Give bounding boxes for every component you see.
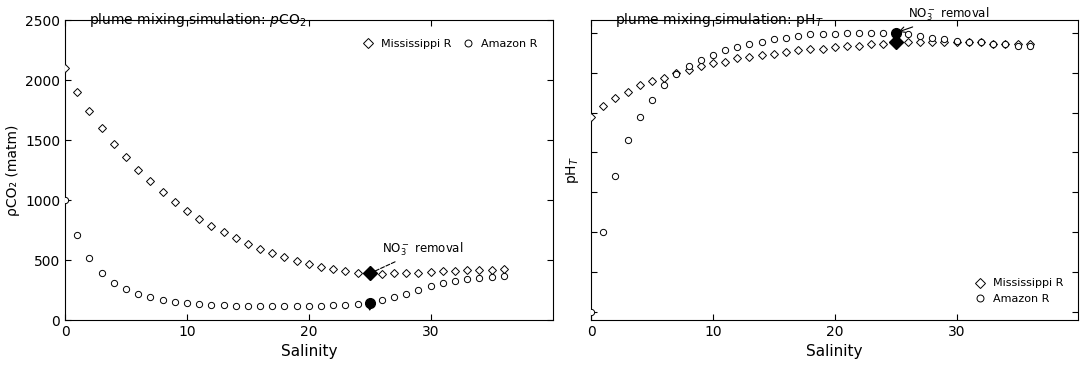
Text: plume mixing simulation: $p$CO$_2$: plume mixing simulation: $p$CO$_2$ [90, 11, 307, 28]
Text: NO$_3^-$ removal: NO$_3^-$ removal [372, 241, 463, 272]
Legend: Mississippi R, Amazon R: Mississippi R, Amazon R [965, 274, 1068, 308]
Text: plume mixing simulation: pH$_T$: plume mixing simulation: pH$_T$ [616, 11, 824, 28]
Y-axis label: ρCO₂ (matm): ρCO₂ (matm) [5, 124, 20, 216]
Legend: Mississippi R, Amazon R: Mississippi R, Amazon R [352, 35, 542, 54]
X-axis label: Salinity: Salinity [281, 345, 337, 360]
Y-axis label: pH$_T$: pH$_T$ [564, 156, 581, 184]
Text: NO$_3^-$ removal: NO$_3^-$ removal [900, 6, 990, 32]
X-axis label: Salinity: Salinity [806, 345, 863, 360]
